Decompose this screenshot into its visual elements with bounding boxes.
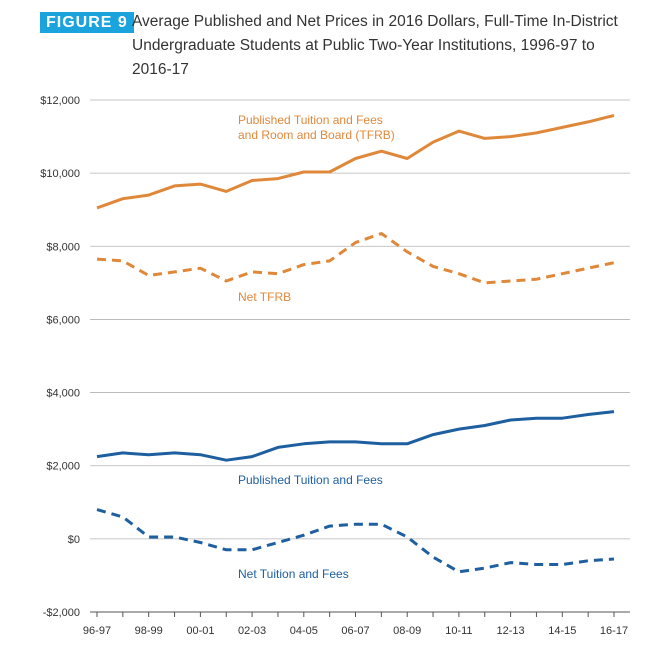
x-tick-label: 12-13 bbox=[497, 625, 525, 637]
chart-title-line-2: Undergraduate Students at Public Two-Yea… bbox=[132, 37, 595, 54]
x-tick-label: 14-15 bbox=[548, 625, 576, 637]
x-tick-label: 96-97 bbox=[83, 625, 111, 637]
series-label: Published Tuition and Fees bbox=[238, 113, 383, 127]
y-tick-label: $2,000 bbox=[46, 461, 80, 473]
y-tick-label: $4,000 bbox=[46, 388, 80, 400]
y-axis-tick-labels: -$2,000 $0 $2,000 $4,000 $6,000 $8,000 $10,000… bbox=[40, 95, 80, 619]
series-label: Net TFRB bbox=[238, 290, 291, 304]
y-tick-label: $8,000 bbox=[46, 241, 80, 253]
x-tick-label: 98-99 bbox=[135, 625, 163, 637]
y-tick-label: $0 bbox=[68, 534, 80, 546]
x-tick-label: 04-05 bbox=[290, 625, 318, 637]
y-tick-label: $10,000 bbox=[40, 168, 80, 180]
x-tick-label: 02-03 bbox=[238, 625, 266, 637]
y-tick-label: $6,000 bbox=[46, 314, 80, 326]
y-tick-label: $12,000 bbox=[40, 95, 80, 107]
series-line-1 bbox=[96, 113, 615, 210]
series-label: and Room and Board (TFRB) bbox=[238, 128, 395, 142]
series-line-4 bbox=[96, 508, 615, 574]
x-tick-label: 00-01 bbox=[186, 625, 214, 637]
x-axis: 96-97 98-99 00-01 02-03 04-05 06-07 08-09 10-11… bbox=[83, 611, 630, 637]
y-tick-label: -$2,000 bbox=[43, 607, 80, 619]
x-tick-label: 16-17 bbox=[600, 625, 628, 637]
series-label: Net Tuition and Fees bbox=[238, 567, 349, 581]
figure-label: FIGURE 9 bbox=[40, 12, 134, 33]
series-lines bbox=[96, 113, 615, 574]
series-line-3 bbox=[96, 410, 615, 462]
chart-title: Average Published and Net Prices in 2016… bbox=[132, 10, 652, 82]
x-tick-label: 06-07 bbox=[341, 625, 369, 637]
series-label: Published Tuition and Fees bbox=[238, 473, 383, 487]
chart-title-line-1: Average Published and Net Prices in 2016… bbox=[132, 13, 618, 30]
chart-title-line-3: 2016-17 bbox=[132, 61, 189, 78]
series-line-2 bbox=[96, 232, 615, 285]
x-tick-label: 08-09 bbox=[393, 625, 421, 637]
x-tick-label: 10-11 bbox=[445, 625, 472, 637]
